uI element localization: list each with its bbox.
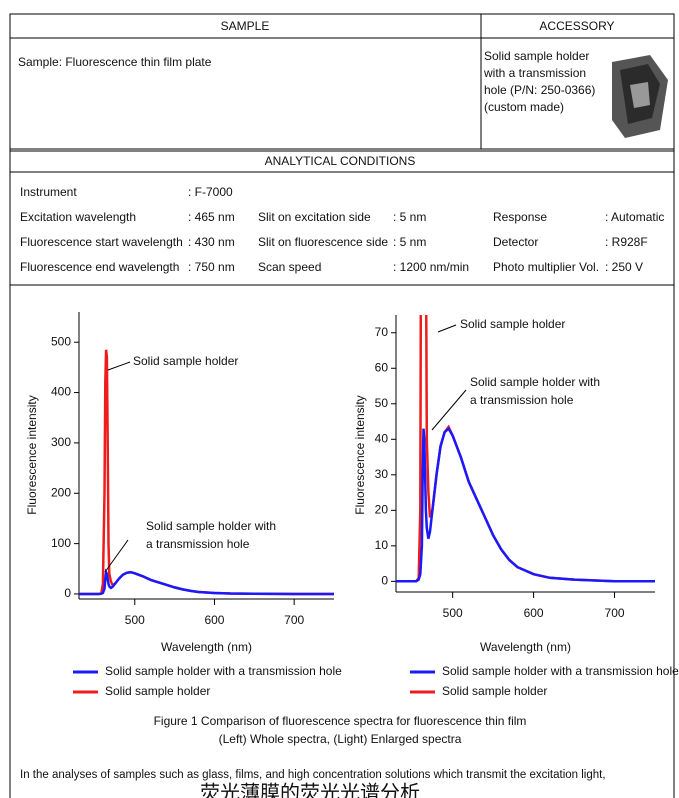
y-tick-label: 0 [381,574,388,588]
figure-caption: (Left) Whole spectra, (Light) Enlarged s… [219,732,462,746]
header: SAMPLE [221,19,270,33]
annotation-leader [437,324,457,333]
legend-label: Solid sample holder with a transmission … [442,664,679,678]
condition-value: : 1200 nm/min [393,260,469,274]
series-line [79,349,334,596]
header: ACCESSORY [539,19,614,33]
condition-label: Detector [493,235,538,249]
figure-caption: Figure 1 Comparison of fluorescence spec… [154,714,527,728]
annotation-leader [104,539,129,573]
condition-label: Instrument [20,185,77,199]
section-title: ANALYTICAL CONDITIONS [265,154,416,168]
condition-value: : 5 nm [393,235,426,249]
body-text: In the analyses of samples such as glass… [20,769,606,781]
x-tick-label: 600 [204,613,224,627]
condition-label: Response [493,210,547,224]
series-line [79,568,334,596]
condition-label: Slit on fluorescence side [258,235,388,249]
legend-label: Solid sample holder [105,684,210,698]
annotation: a transmission hole [470,393,574,407]
x-axis-label: Wavelength (nm) [161,640,252,654]
condition-label: Fluorescence end wavelength [20,260,179,274]
legend-label: Solid sample holder [442,684,547,698]
condition-value: : 430 nm [188,235,235,249]
condition-value: : Automatic [605,210,664,224]
accessory-text: (custom made) [484,100,564,114]
condition-value: : F-7000 [188,185,233,199]
page-frame [9,13,675,798]
legend-label: Solid sample holder with a transmission … [105,664,342,678]
x-tick-label: 700 [284,613,304,627]
condition-value: : 465 nm [188,210,235,224]
condition-label: Photo multiplier Vol. [493,260,599,274]
x-tick-label: 700 [605,606,625,620]
condition-value: : R928F [605,235,648,249]
condition-value: : 750 nm [188,260,235,274]
condition-label: Scan speed [258,260,321,274]
condition-label: Excitation wavelength [20,210,136,224]
accessory-text: with a transmission [483,66,586,80]
condition-label: Slit on excitation side [258,210,371,224]
annotation: Solid sample holder [460,317,565,331]
y-tick-label: 200 [51,485,71,499]
y-tick-label: 300 [51,435,71,449]
y-tick-label: 60 [375,360,389,374]
y-axis-label: Fluorescence intensity [353,395,367,514]
annotation-leader [431,389,467,431]
sample-text: Sample: Fluorescence thin film plate [18,55,212,69]
overlay-title: 荧光薄膜的荧光光谱分析 [200,781,420,798]
y-tick-label: 30 [375,467,389,481]
accessory-text: hole (P/N: 250-0366) [484,83,595,97]
y-tick-label: 100 [51,536,71,550]
annotation: Solid sample holder with [146,519,276,533]
y-tick-label: 500 [51,334,71,348]
y-tick-label: 10 [375,538,389,552]
plot-area [79,349,334,596]
accessory-text: Solid sample holder [484,49,589,63]
condition-value: : 250 V [605,260,643,274]
annotation: a transmission hole [146,537,250,551]
y-tick-label: 0 [64,586,71,600]
accessory-photo [612,55,668,138]
x-axis-label: Wavelength (nm) [480,640,571,654]
annotation: Solid sample holder with [470,375,600,389]
x-tick-label: 500 [443,606,463,620]
x-tick-label: 600 [524,606,544,620]
y-tick-label: 20 [375,502,389,516]
x-tick-label: 500 [125,613,145,627]
series-line [396,426,655,583]
plot-area [396,315,655,583]
y-tick-label: 40 [375,431,389,445]
annotation-leader [107,361,131,371]
y-tick-label: 400 [51,385,71,399]
annotation: Solid sample holder [133,354,238,368]
y-tick-label: 70 [375,325,389,339]
condition-value: : 5 nm [393,210,426,224]
y-axis-label: Fluorescence intensity [25,395,39,514]
y-tick-label: 50 [375,396,389,410]
condition-label: Fluorescence start wavelength [20,235,183,249]
